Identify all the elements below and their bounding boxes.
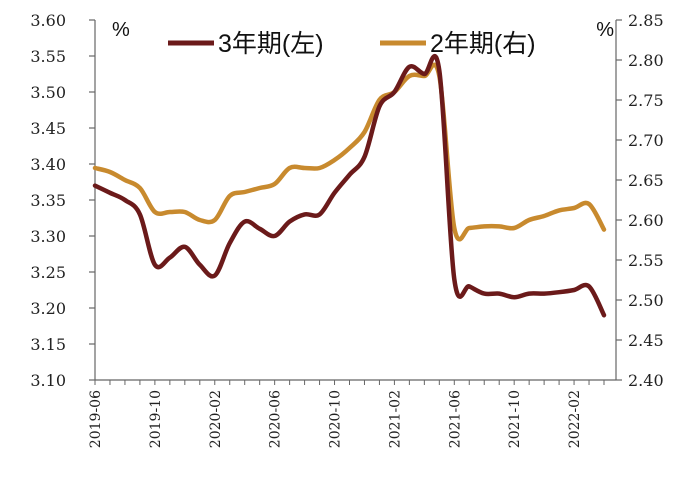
left-tick-label: 3.35 [30, 191, 66, 210]
x-tick-label: 2021-06 [447, 390, 463, 448]
x-axis-ticks: 2019-06 2019-10 2020-02 2020-06 2020-10 2021-… [88, 380, 605, 448]
x-tick-label: 2020-10 [328, 390, 344, 448]
right-tick-label: 2.80 [628, 51, 664, 70]
x-tick-label: 2020-02 [208, 390, 224, 448]
left-tick-label: 3.20 [30, 299, 66, 318]
right-tick-label: 2.85 [628, 11, 664, 30]
x-tick-label: 2019-06 [88, 390, 104, 448]
legend-label-2y: 2年期(右) [430, 30, 536, 58]
right-tick-label: 2.65 [628, 171, 664, 190]
x-tick-label: 2021-02 [387, 390, 403, 448]
series-line-3y [92, 54, 607, 318]
legend-label-3y: 3年期(左) [218, 30, 324, 58]
x-tick-label: 2022-02 [567, 390, 583, 448]
right-tick-label: 2.45 [628, 331, 664, 350]
left-tick-label: 3.10 [30, 371, 66, 390]
left-tick-label: 3.15 [30, 335, 66, 354]
x-tick-label: 2019-10 [148, 390, 164, 448]
series-line-2y [92, 62, 607, 242]
right-tick-label: 2.55 [628, 251, 664, 270]
legend: 3年期(左) 2年期(右) [168, 30, 536, 58]
left-tick-label: 3.30 [30, 227, 66, 246]
right-tick-label: 2.60 [628, 211, 664, 230]
left-tick-label: 3.50 [30, 83, 66, 102]
right-axis-ticks: 2.40 2.45 2.50 2.55 2.60 2.65 2.70 2.75 2.80 2.85 [616, 11, 664, 390]
right-tick-label: 2.50 [628, 291, 664, 310]
right-tick-label: 2.70 [628, 131, 664, 150]
right-axis-unit: % [596, 19, 614, 41]
left-tick-label: 3.25 [30, 263, 66, 282]
x-tick-label: 2020-06 [268, 390, 284, 448]
left-axis-ticks: 3.10 3.15 3.20 3.25 3.30 3.35 3.40 3.45 3.50 3.55… [30, 11, 95, 390]
x-tick-label: 2021-10 [507, 390, 523, 448]
left-axis-unit: % [112, 19, 130, 41]
right-tick-label: 2.40 [628, 371, 664, 390]
left-tick-label: 3.60 [30, 11, 66, 30]
plot-area [94, 20, 617, 381]
right-tick-label: 2.75 [628, 91, 664, 110]
series-layer [92, 54, 607, 318]
left-tick-label: 3.40 [30, 155, 66, 174]
left-tick-label: 3.55 [30, 47, 66, 66]
left-tick-label: 3.45 [30, 119, 66, 138]
